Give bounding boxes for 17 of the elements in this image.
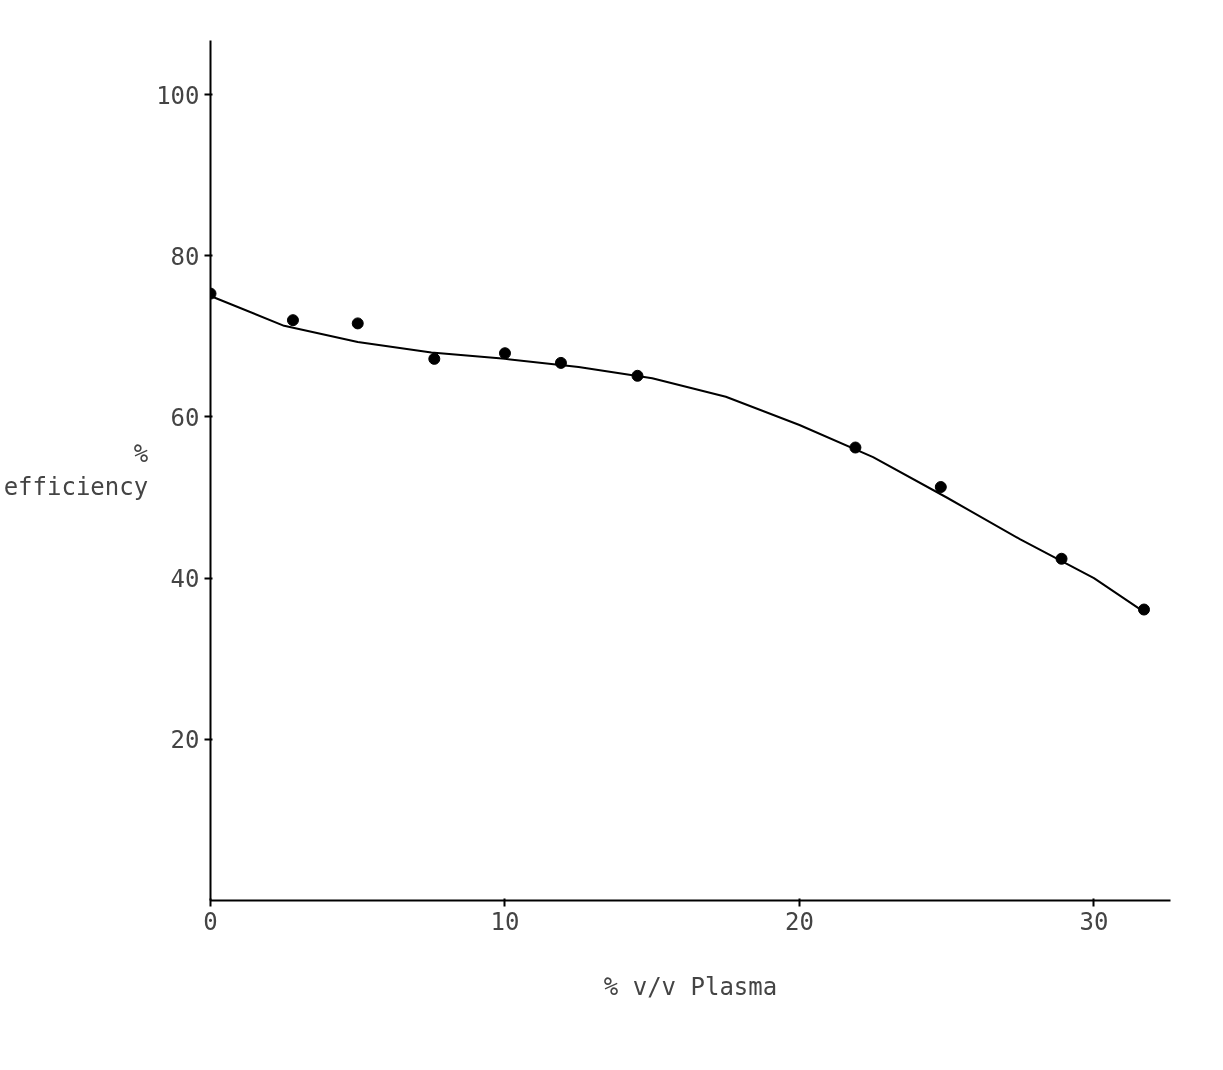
- x-tick-label: 30: [1079, 907, 1109, 936]
- point: [286, 314, 299, 327]
- y-tick-label: 60: [170, 403, 200, 432]
- y-tick-label: 100: [156, 81, 200, 110]
- x-tick-label: 20: [785, 907, 814, 936]
- x-tick-label: 10: [490, 907, 520, 936]
- x-tick-label: 0: [203, 907, 218, 936]
- point: [428, 352, 441, 365]
- point: [1138, 603, 1150, 616]
- y-tick-label: 20: [170, 726, 200, 755]
- y-axis-title: % efficiency: [3, 439, 149, 502]
- x-axis-title: % v/v Plasma: [603, 972, 778, 1001]
- point: [934, 481, 947, 494]
- y-tick-label: 40: [170, 565, 200, 594]
- y-tick-label: 80: [170, 242, 200, 271]
- point: [498, 347, 511, 360]
- point: [351, 317, 364, 330]
